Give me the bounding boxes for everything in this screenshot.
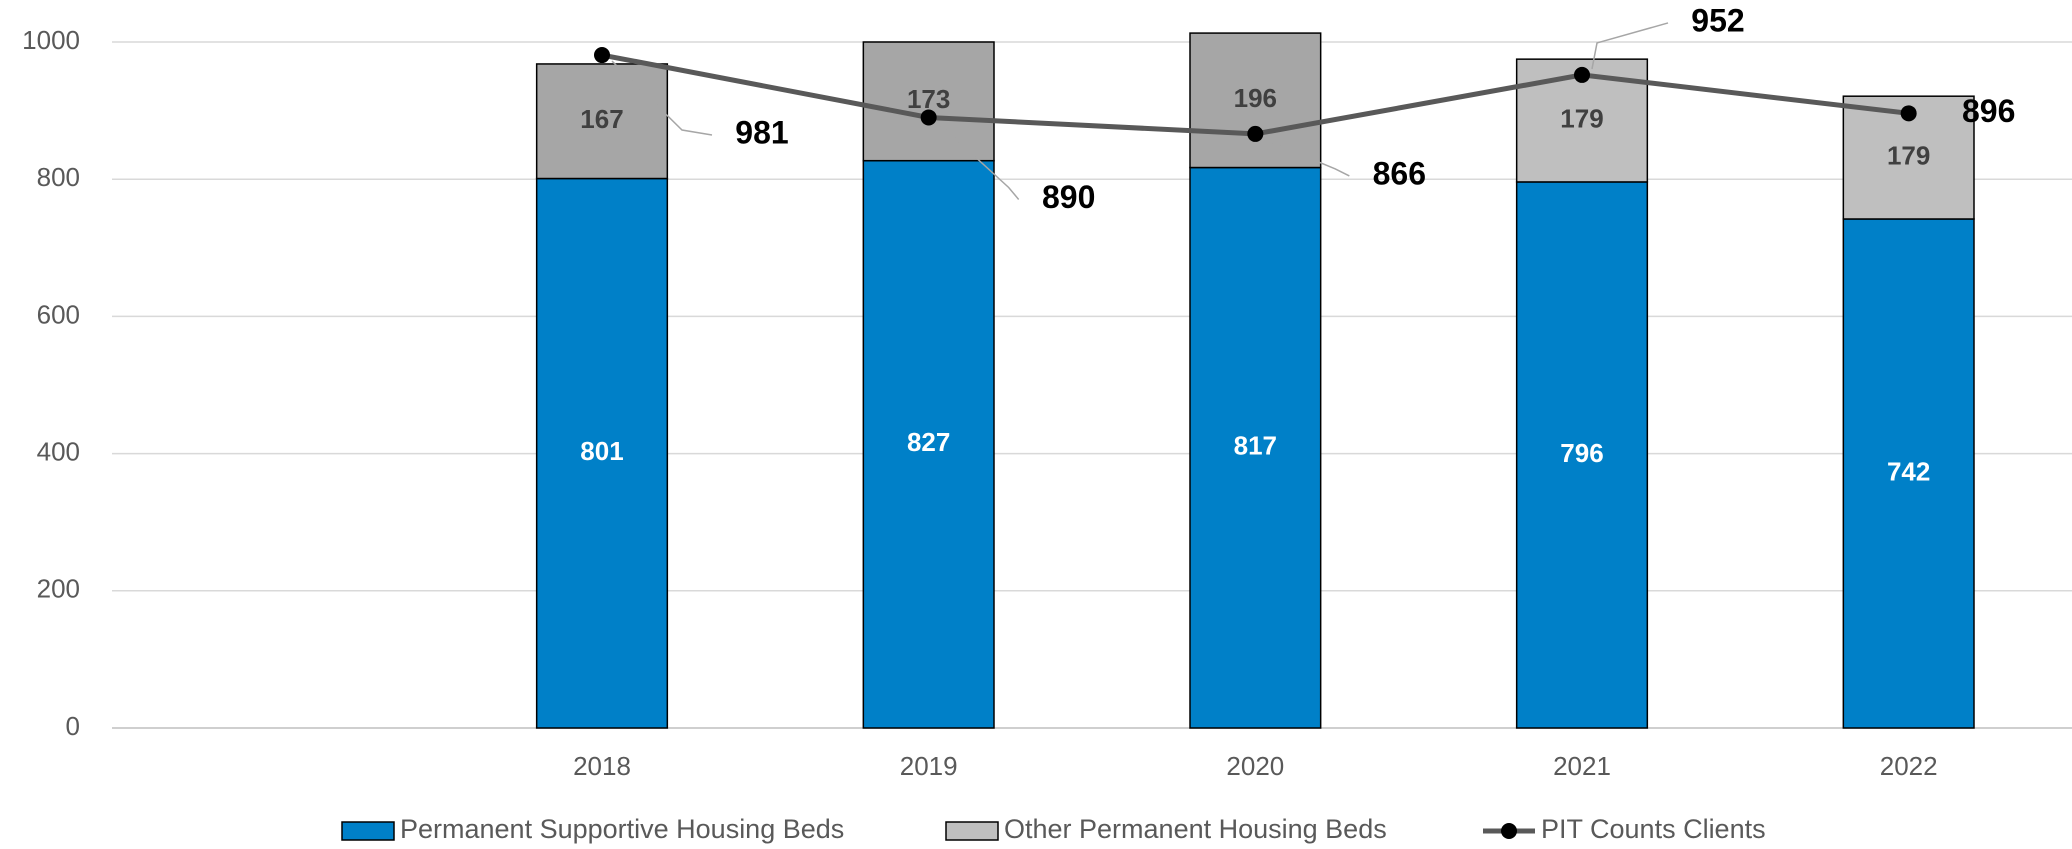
legend-swatch	[945, 821, 999, 841]
y-tick-label: 400	[37, 436, 80, 466]
line-label: 890	[1042, 179, 1095, 215]
leader-line	[1265, 139, 1350, 177]
data-label: 742	[1887, 456, 1930, 486]
bar	[535, 177, 669, 729]
data-label: 179	[1560, 103, 1603, 133]
bar	[862, 41, 995, 162]
x-tick-label: 2020	[1226, 751, 1284, 781]
bar	[1189, 32, 1322, 169]
bar	[1189, 166, 1322, 729]
leader-line	[611, 60, 713, 136]
y-tick-label: 1000	[22, 25, 80, 55]
legend-label: PIT Counts Clients	[1541, 814, 1766, 844]
leader-line	[938, 122, 1020, 200]
data-label: 827	[907, 427, 950, 457]
x-tick-label: 2018	[573, 751, 631, 781]
legend-label: Other Permanent Housing Beds	[1004, 814, 1387, 844]
line-marker	[594, 47, 610, 64]
data-label: 796	[1560, 438, 1603, 468]
y-tick-label: 600	[37, 299, 80, 329]
leader-line	[1591, 22, 1669, 70]
line-marker	[1574, 66, 1590, 83]
line-label: 896	[1962, 93, 2015, 129]
x-tick-label: 2022	[1880, 751, 1938, 781]
line-marker	[1900, 105, 1917, 122]
legend-marker	[1501, 823, 1517, 839]
line-marker	[920, 109, 937, 126]
data-label: 801	[580, 436, 623, 466]
line-label: 981	[735, 114, 788, 150]
line-label: 866	[1373, 155, 1426, 191]
x-tick-label: 2019	[900, 751, 958, 781]
bar	[862, 159, 995, 729]
line-marker	[1247, 125, 1264, 142]
data-label: 173	[907, 84, 950, 114]
data-label: 167	[580, 104, 623, 134]
legend-label: Permanent Supportive Housing Beds	[400, 814, 844, 844]
legend-swatch	[341, 821, 395, 841]
bar	[1842, 218, 1975, 729]
line-label: 952	[1691, 2, 1744, 38]
y-tick-label: 0	[66, 711, 80, 741]
data-label: 196	[1234, 83, 1277, 113]
x-tick-label: 2021	[1553, 751, 1611, 781]
y-tick-label: 200	[37, 574, 80, 604]
y-tick-label: 800	[37, 162, 80, 192]
data-label: 817	[1234, 431, 1277, 461]
data-label: 179	[1887, 140, 1930, 170]
bar	[535, 63, 669, 180]
